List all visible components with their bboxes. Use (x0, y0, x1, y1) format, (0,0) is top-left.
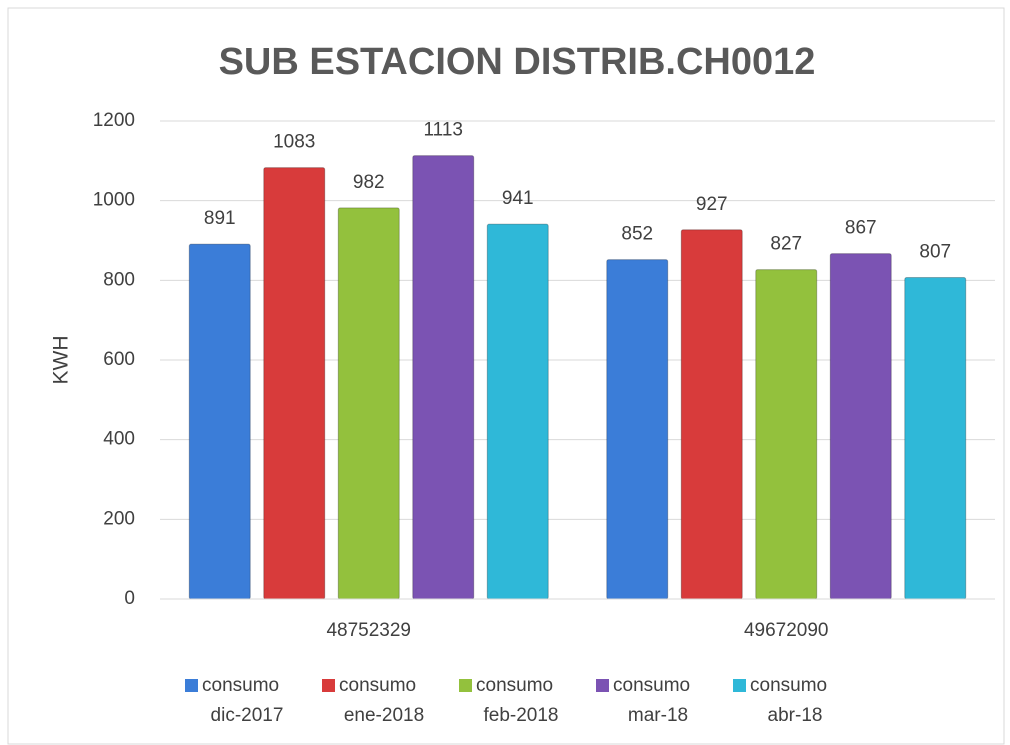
bar (755, 269, 818, 600)
bar (680, 229, 743, 600)
y-tick-label: 1000 (93, 190, 135, 211)
y-tick-label: 800 (103, 269, 135, 290)
legend-swatch (459, 679, 472, 692)
bar (904, 277, 967, 600)
legend-swatch (596, 679, 609, 692)
y-tick-label: 400 (103, 429, 135, 450)
y-tick-label: 1200 (93, 110, 135, 131)
legend-label: consumo dic-2017 (202, 675, 283, 726)
data-label: 891 (204, 208, 236, 229)
bar (188, 243, 251, 600)
data-label: 827 (770, 234, 802, 255)
y-tick-label: 0 (124, 588, 135, 609)
x-tick-label: 48752329 (326, 620, 411, 641)
data-label: 852 (621, 224, 653, 245)
bar (829, 253, 892, 600)
bar (337, 207, 400, 600)
x-tick-label: 49672090 (744, 620, 829, 641)
legend-label: consumo feb-2018 (476, 675, 559, 726)
y-axis-label: KWH (50, 336, 73, 385)
bar (486, 223, 549, 600)
legend-swatch (185, 679, 198, 692)
bar (263, 167, 326, 600)
legend-label: consumo mar-18 (613, 675, 690, 726)
data-label: 867 (845, 218, 877, 239)
data-label: 807 (919, 242, 951, 263)
bar (412, 155, 475, 600)
data-label: 1083 (273, 132, 315, 153)
legend-label: consumo ene-2018 (339, 675, 424, 726)
legend-swatch (733, 679, 746, 692)
data-label: 927 (696, 194, 728, 215)
data-label: 1113 (424, 120, 463, 141)
chart-title: SUB ESTACION DISTRIB.CH0012 (219, 41, 816, 83)
data-label: 941 (502, 188, 534, 209)
y-tick-label: 600 (103, 349, 135, 370)
bar (606, 259, 669, 600)
legend-swatch (322, 679, 335, 692)
data-label: 982 (353, 172, 385, 193)
y-tick-label: 200 (103, 508, 135, 529)
legend-label: consumo abr-18 (750, 675, 827, 726)
